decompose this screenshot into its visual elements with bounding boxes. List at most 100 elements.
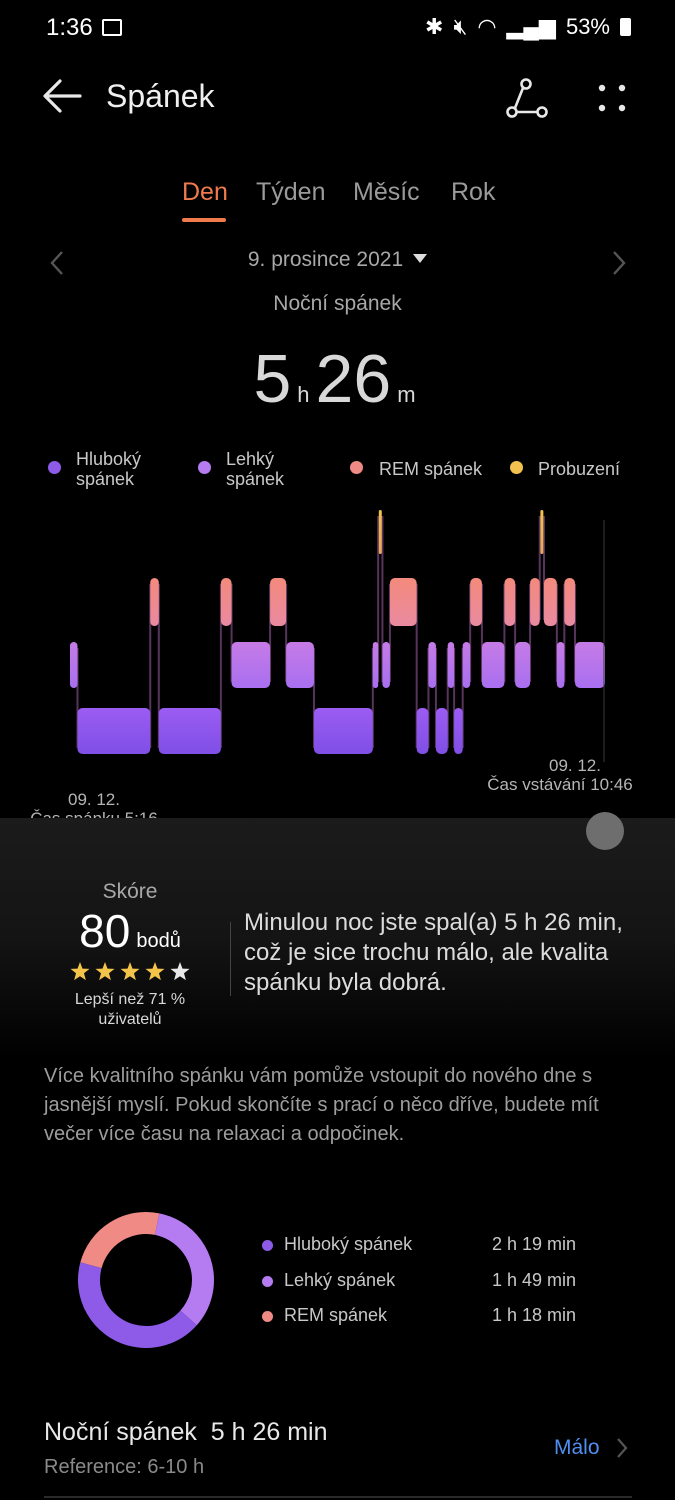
- score-label: Skóre: [102, 880, 158, 903]
- stage-transition: [377, 516, 380, 682]
- stage-segment: [540, 510, 544, 554]
- more-options-icon[interactable]: [592, 78, 632, 118]
- legend-rem: REM spánek: [379, 459, 483, 479]
- chevron-right-icon[interactable]: [614, 1436, 630, 1460]
- dropdown-caret-icon: [413, 253, 428, 263]
- stage-transition: [446, 648, 449, 748]
- stage-transition: [480, 584, 483, 682]
- percentile-text: Lepší než 71 % uživatelů: [74, 991, 186, 1028]
- date-label: 9. prosince 2021: [247, 248, 404, 271]
- duration-minutes-unit: m: [397, 382, 416, 407]
- stage-segment: [416, 708, 429, 754]
- stage-transition: [230, 584, 233, 682]
- legend-awake: Probuzení: [538, 459, 621, 479]
- stage-segment: [286, 642, 314, 688]
- status-icons: ✱ 🔇︎ ◠ ▂▄▆ 53%: [425, 14, 631, 40]
- stage-transition: [503, 584, 506, 682]
- sleep-rating-link[interactable]: Málo: [554, 1436, 600, 1459]
- active-tab-indicator: [182, 218, 226, 222]
- sleep-advice-text: Více kvalitního spánku vám pomůže vstoup…: [44, 1065, 599, 1145]
- stage-transition: [157, 584, 160, 748]
- tab-mesic[interactable]: Měsíc: [353, 178, 420, 206]
- stage-segment: [313, 708, 373, 754]
- stage-segment: [382, 642, 390, 688]
- breakdown-row-rem: REM spánek 1 h 18 min: [262, 1303, 602, 1333]
- stage-transition: [514, 584, 517, 682]
- stage-transition: [538, 516, 541, 620]
- light-dot: [262, 1276, 273, 1287]
- stage-segment: [372, 642, 379, 688]
- signal-icon: ▂▄▆: [506, 14, 556, 39]
- stage-segment: [428, 642, 436, 688]
- stage-transition: [434, 648, 437, 748]
- share-icon[interactable]: [504, 76, 548, 120]
- gallery-notification-icon: [102, 19, 122, 36]
- tab-rok[interactable]: Rok: [451, 178, 496, 206]
- stage-transition: [543, 516, 546, 620]
- stage-transition: [563, 584, 566, 682]
- star-filled-icon: [70, 962, 90, 981]
- stage-segment: [70, 642, 78, 688]
- stage-transition: [415, 584, 418, 748]
- breakdown-row-deep: Hluboký spánek 2 h 19 min: [262, 1232, 602, 1262]
- stage-segment: [77, 708, 151, 754]
- donut-segment: [78, 1212, 214, 1348]
- stage-segment: [158, 708, 221, 754]
- score-stars: [70, 962, 190, 981]
- stage-transition: [469, 584, 472, 682]
- stage-segment: [270, 578, 287, 626]
- stage-segment: [470, 578, 482, 626]
- stage-segment: [454, 708, 463, 754]
- stage-transition: [555, 584, 558, 682]
- mute-icon: 🔇︎: [453, 14, 468, 39]
- stage-transition: [453, 648, 456, 748]
- stage-transition: [219, 584, 222, 748]
- night-sleep-row[interactable]: Noční spánek 5 h 26 min: [44, 1418, 328, 1447]
- stage-transition: [76, 648, 79, 748]
- summary-panel: [0, 818, 675, 1500]
- stage-segment: [481, 642, 505, 688]
- star-filled-icon: [95, 962, 115, 981]
- panel-drag-handle[interactable]: [586, 812, 624, 850]
- battery-percent: 53%: [565, 14, 610, 39]
- score-divider: [230, 922, 231, 996]
- tab-den[interactable]: Den: [182, 178, 228, 206]
- stage-segment: [150, 578, 159, 626]
- stage-transition: [529, 584, 532, 682]
- star-filled-icon: [120, 962, 140, 981]
- battery-icon: [620, 18, 631, 36]
- legend-dot-light: [198, 461, 211, 474]
- back-arrow-icon[interactable]: [40, 76, 84, 116]
- stage-segment: [544, 578, 557, 626]
- night-sleep-value: 5 h 26 min: [210, 1418, 328, 1446]
- duration-hours: 5: [253, 341, 292, 417]
- stage-segment: [231, 642, 271, 688]
- period-tabs: Den Týden Měsíc Rok: [0, 178, 675, 228]
- next-day-icon[interactable]: [608, 248, 630, 278]
- sleep-stage-chart[interactable]: [0, 500, 675, 830]
- stage-transition: [371, 648, 374, 748]
- stage-segment: [462, 642, 471, 688]
- previous-day-icon[interactable]: [46, 248, 68, 278]
- stage-transition: [149, 584, 152, 748]
- deep-dot: [262, 1240, 273, 1251]
- stage-segment: [447, 642, 455, 688]
- sleep-summary-text: Minulou noc jste spal(a) 5 h 26 min, což…: [244, 909, 623, 996]
- stage-segment: [575, 642, 605, 688]
- score-value: 80 bodů: [79, 905, 181, 957]
- stage-segment: [530, 578, 540, 626]
- duration-minutes: 26: [315, 341, 392, 417]
- night-sleep-label: Noční spánek: [44, 1418, 197, 1446]
- tab-tyden[interactable]: Týden: [256, 178, 326, 206]
- sleep-breakdown-donut: [78, 1212, 214, 1348]
- status-time: 1:36: [46, 14, 93, 41]
- wake-time-label: 09. 12. Čas vstávání 10:46: [487, 756, 633, 794]
- stage-segment: [378, 510, 382, 554]
- stage-transition: [388, 584, 391, 682]
- date-dropdown[interactable]: 9. prosince 2021: [0, 248, 675, 272]
- legend-light: Lehký spánek: [226, 449, 285, 489]
- stage-transition: [312, 648, 315, 748]
- sleep-type-label: Noční spánek: [273, 292, 402, 315]
- total-duration: 5 h26 m: [0, 340, 675, 418]
- page-title: Spánek: [106, 78, 215, 114]
